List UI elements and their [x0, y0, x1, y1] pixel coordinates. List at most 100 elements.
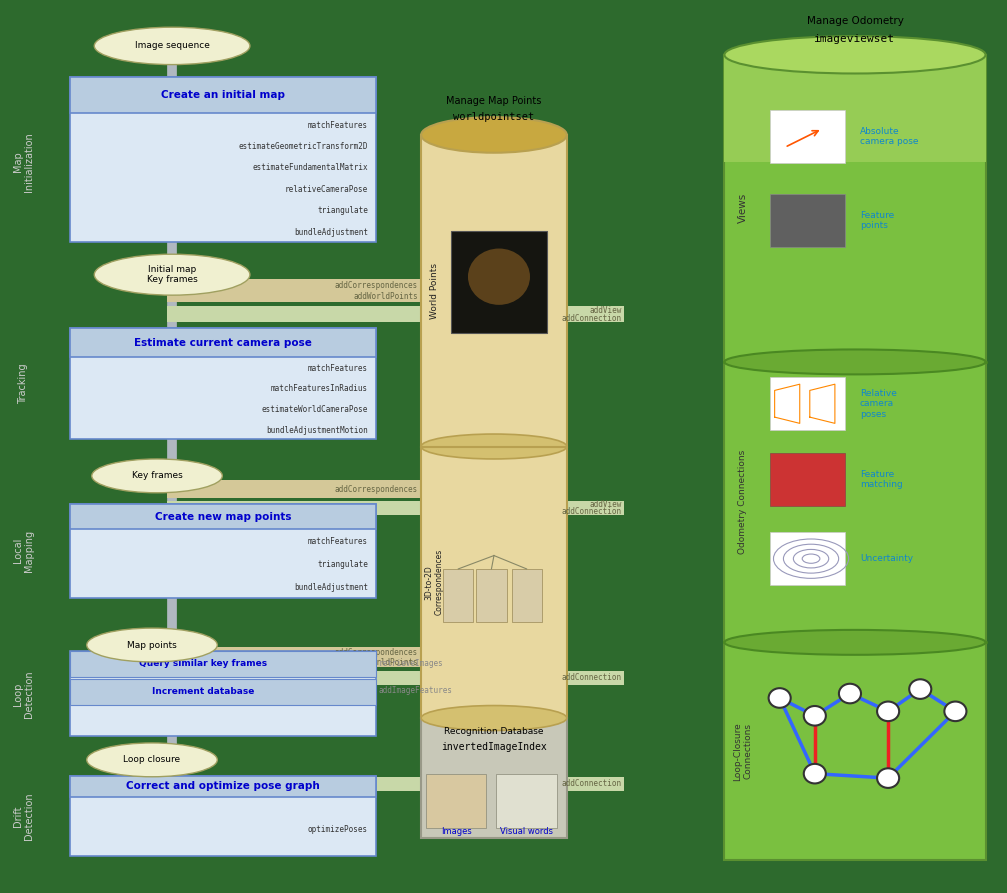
- FancyBboxPatch shape: [769, 194, 845, 247]
- Text: optimizePoses: optimizePoses: [308, 825, 368, 834]
- Text: retrieveImages: retrieveImages: [379, 659, 444, 669]
- Ellipse shape: [95, 27, 250, 64]
- Text: addWorldPoints: addWorldPoints: [353, 657, 418, 667]
- FancyBboxPatch shape: [769, 532, 845, 586]
- Text: bundleAdjustment: bundleAdjustment: [294, 583, 368, 592]
- FancyBboxPatch shape: [69, 328, 376, 357]
- FancyBboxPatch shape: [69, 651, 376, 736]
- Ellipse shape: [421, 705, 567, 730]
- FancyBboxPatch shape: [167, 480, 421, 498]
- Text: estimateWorldCameraPose: estimateWorldCameraPose: [262, 405, 368, 414]
- FancyBboxPatch shape: [451, 230, 547, 333]
- Text: Images: Images: [441, 828, 471, 837]
- Ellipse shape: [95, 255, 250, 296]
- FancyBboxPatch shape: [769, 110, 845, 163]
- Text: Map points: Map points: [127, 640, 177, 649]
- Text: Query similar key frames: Query similar key frames: [139, 659, 267, 669]
- Text: addConnection: addConnection: [562, 673, 622, 682]
- FancyBboxPatch shape: [69, 505, 376, 597]
- FancyBboxPatch shape: [496, 774, 557, 828]
- Text: triangulate: triangulate: [317, 206, 368, 215]
- Text: Loop-Closure
Connections: Loop-Closure Connections: [733, 722, 752, 780]
- Text: estimateGeometricTransform2D: estimateGeometricTransform2D: [239, 142, 368, 151]
- FancyBboxPatch shape: [476, 569, 507, 622]
- FancyBboxPatch shape: [443, 569, 473, 622]
- Text: Views: Views: [737, 193, 747, 223]
- Circle shape: [877, 702, 899, 722]
- Text: invertedImageIndex: invertedImageIndex: [441, 741, 547, 752]
- Ellipse shape: [724, 36, 986, 73]
- Text: Correct and optimize pose graph: Correct and optimize pose graph: [126, 781, 319, 791]
- FancyBboxPatch shape: [724, 54, 986, 162]
- Ellipse shape: [421, 117, 567, 153]
- Text: worldpointset: worldpointset: [453, 113, 535, 122]
- Text: estimateFundamentalMatrix: estimateFundamentalMatrix: [253, 163, 368, 172]
- Text: Local
Mapping: Local Mapping: [13, 530, 34, 572]
- Text: addConnection: addConnection: [562, 313, 622, 323]
- Text: matchFeatures: matchFeatures: [308, 363, 368, 373]
- FancyBboxPatch shape: [426, 774, 486, 828]
- Circle shape: [877, 768, 899, 788]
- Text: triangulate: triangulate: [317, 560, 368, 569]
- FancyBboxPatch shape: [69, 77, 376, 242]
- Text: bundleAdjustmentMotion: bundleAdjustmentMotion: [266, 426, 368, 435]
- Text: Feature
matching: Feature matching: [860, 470, 902, 489]
- FancyBboxPatch shape: [69, 505, 376, 529]
- Text: Estimate current camera pose: Estimate current camera pose: [134, 338, 312, 347]
- Text: Create an initial map: Create an initial map: [161, 90, 285, 100]
- Text: Map
Initialization: Map Initialization: [13, 132, 34, 191]
- Text: Uncertainty: Uncertainty: [860, 555, 913, 563]
- Ellipse shape: [87, 743, 218, 777]
- Text: matchFeaturesInRadius: matchFeaturesInRadius: [271, 385, 368, 394]
- Text: Odometry Connections: Odometry Connections: [738, 450, 747, 555]
- FancyBboxPatch shape: [769, 377, 845, 430]
- Text: imageviewset: imageviewset: [815, 34, 895, 44]
- Text: Image sequence: Image sequence: [135, 41, 209, 50]
- Text: addCorrespondences: addCorrespondences: [335, 485, 418, 494]
- Text: Relative
camera
poses: Relative camera poses: [860, 388, 897, 419]
- Text: addConnection: addConnection: [562, 507, 622, 516]
- Text: matchFeatures: matchFeatures: [308, 121, 368, 129]
- FancyBboxPatch shape: [69, 328, 376, 439]
- Text: Loop closure: Loop closure: [124, 755, 180, 764]
- FancyBboxPatch shape: [769, 453, 845, 506]
- FancyBboxPatch shape: [167, 647, 421, 667]
- FancyBboxPatch shape: [69, 776, 376, 797]
- Ellipse shape: [421, 434, 567, 459]
- FancyBboxPatch shape: [512, 569, 542, 622]
- Text: matchFeatures: matchFeatures: [308, 537, 368, 546]
- Text: 3D-to-2D
Correspondences: 3D-to-2D Correspondences: [425, 549, 444, 615]
- Text: Loop
Detection: Loop Detection: [13, 670, 34, 718]
- FancyBboxPatch shape: [69, 776, 376, 856]
- Text: Key frames: Key frames: [132, 472, 182, 480]
- FancyBboxPatch shape: [69, 680, 376, 705]
- Circle shape: [768, 689, 790, 708]
- Ellipse shape: [724, 349, 986, 374]
- Text: addConnection: addConnection: [562, 780, 622, 789]
- Circle shape: [839, 684, 861, 704]
- FancyBboxPatch shape: [167, 501, 624, 515]
- Text: addView: addView: [590, 305, 622, 315]
- Text: addWorldPoints: addWorldPoints: [353, 292, 418, 301]
- Text: Visual words: Visual words: [500, 828, 553, 837]
- FancyBboxPatch shape: [724, 54, 986, 861]
- Text: Initial map
Key frames: Initial map Key frames: [147, 265, 197, 284]
- Text: Increment database: Increment database: [151, 688, 254, 697]
- FancyBboxPatch shape: [167, 305, 624, 321]
- Circle shape: [804, 706, 826, 726]
- Text: addCorrespondences: addCorrespondences: [335, 281, 418, 290]
- FancyBboxPatch shape: [421, 135, 567, 718]
- FancyBboxPatch shape: [421, 718, 567, 839]
- Circle shape: [909, 680, 931, 699]
- Ellipse shape: [724, 630, 986, 655]
- FancyBboxPatch shape: [167, 671, 624, 685]
- Text: Tracking: Tracking: [18, 363, 28, 405]
- Text: addView: addView: [590, 500, 622, 509]
- Text: Feature
points: Feature points: [860, 211, 894, 230]
- Text: Manage Odometry: Manage Odometry: [807, 16, 903, 26]
- Text: addImageFeatures: addImageFeatures: [379, 686, 453, 695]
- Text: addCorrespondences: addCorrespondences: [335, 648, 418, 657]
- Ellipse shape: [468, 248, 530, 305]
- Ellipse shape: [92, 459, 223, 493]
- Ellipse shape: [87, 628, 218, 662]
